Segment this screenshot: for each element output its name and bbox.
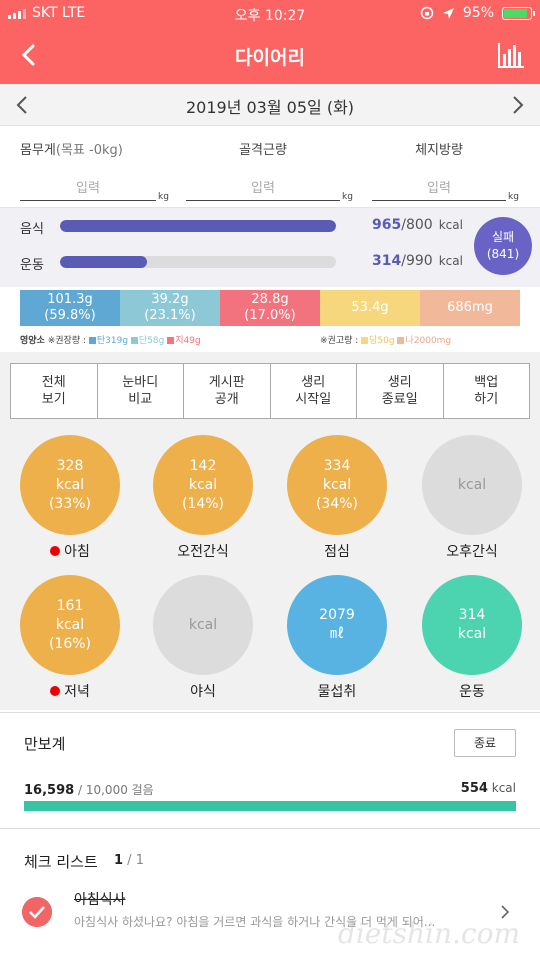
fat-input[interactable]: 입력 — [372, 177, 506, 201]
result-value: (841) — [486, 247, 520, 261]
lock-rotation-icon — [420, 6, 434, 20]
protein-segment: 39.2g (23.1%) — [120, 290, 220, 326]
view-all-button[interactable]: 전체 보기 — [11, 364, 98, 418]
step-goal: / 10,000 걸음 — [74, 783, 154, 797]
current-date[interactable]: 2019년 03월 05일 (화) — [185, 98, 355, 117]
meal-dinner[interactable]: 161 kcal (16%) 저녁 — [15, 575, 125, 701]
location-icon — [442, 7, 454, 19]
prev-day-icon[interactable] — [12, 94, 34, 116]
step-kcal: 554 — [460, 781, 488, 796]
clock: 오후 10:27 — [234, 8, 306, 24]
muscle-input[interactable]: 입력 — [186, 177, 340, 201]
sugar-segment: 53.4g — [320, 290, 420, 326]
food-progress — [60, 220, 336, 232]
back-arrow-icon[interactable] — [14, 40, 44, 70]
result-label: 실패 — [491, 230, 515, 244]
fat-field: 체지방량 입력 kg — [372, 139, 532, 202]
backup-button[interactable]: 백업 하기 — [474, 375, 499, 407]
pedometer-card: 만보계 종료 16,598 / 10,000 걸음 554 kcal — [0, 712, 540, 828]
meal-morning-snack[interactable]: 142 kcal (14%) 오전간식 — [148, 435, 258, 561]
nutrient-bar: 101.3g (59.8%) 39.2g (23.1%) 28.8g (17.0%) … — [20, 290, 520, 326]
nutrient-legend: 영양소 ※권장량 : 탄319g 단58g 지49g ※권고량 : 당50g 나… — [20, 336, 452, 346]
record-dot-icon — [50, 546, 61, 556]
next-day-icon[interactable] — [506, 94, 528, 116]
meal-late-snack[interactable]: kcal 야식 — [148, 575, 258, 701]
exercise-progress — [60, 256, 336, 268]
food-kcal: 965 — [372, 217, 402, 233]
sodium-segment: 686mg — [420, 290, 520, 326]
checklist-title: 체크 리스트 — [24, 853, 98, 871]
board-publish-button[interactable]: 게시판 공개 — [184, 364, 271, 418]
nav-bar: 다이어리 — [0, 28, 540, 84]
food-label: 음식 — [20, 222, 44, 237]
step-progress — [24, 801, 516, 811]
exercise-unit: kcal — [438, 254, 463, 268]
fat-unit: kg — [508, 192, 519, 202]
meal-afternoon-snack[interactable]: kcal 오후간식 — [417, 435, 527, 561]
checklist-item-desc: 아침식사 하셨나요? 아침을 거르면 과식을 하거나 간식을 더 먹게 되어..… — [74, 915, 436, 929]
weight-field: 몸무게(목표 -0kg) 입력 kg — [20, 139, 169, 202]
eyebody-compare-button[interactable]: 눈바디 비교 — [98, 364, 184, 418]
period-end-button[interactable]: 생리 종료일 — [357, 364, 444, 418]
weight-goal: (목표 -0kg) — [55, 143, 123, 158]
carb-segment: 101.3g (59.8%) — [20, 290, 120, 326]
date-bar: 2019년 03월 05일 (화) — [0, 84, 540, 126]
calorie-summary: 음식 965/800 kcal 운동 314/990 kcal 실패 (841) — [0, 207, 540, 287]
weight-label: 몸무게 — [20, 143, 56, 158]
exercise-goal: /990 — [401, 253, 433, 269]
battery-icon — [502, 6, 535, 20]
result-badge: 실패 (841) — [474, 217, 532, 275]
action-menu: 전체 보기 눈바디 비교 게시판 공개 생리 시작일 생리 종료일 백업 하기 — [10, 363, 530, 419]
signal-icon — [8, 9, 26, 19]
page-title: 다이어리 — [235, 47, 305, 69]
checklist-card: 체크 리스트 1 / 1 아침식사 아침식사 하셨나요? 아침을 거르면 과식을… — [0, 828, 540, 960]
food-goal: /800 — [401, 217, 433, 233]
status-bar: SKT LTE 오후 10:27 95% — [0, 0, 540, 28]
exercise-entry[interactable]: 314 kcal 운동 — [417, 575, 527, 701]
exercise-label: 운동 — [20, 258, 44, 273]
checkmark-icon[interactable] — [22, 897, 52, 927]
pedometer-title: 만보계 — [24, 735, 66, 753]
chevron-right-icon[interactable] — [498, 905, 512, 919]
meal-grid: 328 kcal (33%) 아침 142 kcal (14%) 오전간식 334 kca… — [0, 430, 540, 710]
water-intake[interactable]: 2079 ㎖ 물섭취 — [282, 575, 392, 701]
meal-breakfast[interactable]: 328 kcal (33%) 아침 — [15, 435, 125, 561]
weight-input[interactable]: 입력 — [20, 177, 156, 201]
meal-lunch[interactable]: 334 kcal (34%) 점심 — [282, 435, 392, 561]
checklist-item-title[interactable]: 아침식사 — [74, 892, 126, 908]
step-count: 16,598 — [24, 783, 75, 798]
record-dot-icon — [50, 686, 61, 696]
period-start-button[interactable]: 생리 시작일 — [271, 364, 357, 418]
muscle-field: 골격근량 입력 kg — [186, 139, 356, 202]
food-unit: kcal — [438, 218, 463, 232]
checklist-total: / 1 — [123, 853, 144, 868]
pedometer-stop-button[interactable]: 종료 — [454, 729, 516, 757]
weight-unit: kg — [158, 192, 169, 202]
muscle-label: 골격근량 — [239, 143, 287, 158]
muscle-unit: kg — [342, 192, 353, 202]
exercise-kcal: 314 — [372, 253, 402, 269]
bar-chart-icon[interactable] — [496, 40, 526, 70]
carrier-label: SKT LTE — [32, 5, 86, 21]
body-measurements: 몸무게(목표 -0kg) 입력 kg 골격근량 입력 kg 체지방량 입력 kg — [0, 127, 540, 207]
watermark-logo: dietshin.com — [337, 917, 520, 950]
battery-percent: 95% — [462, 5, 494, 21]
fat-label: 체지방량 — [415, 143, 463, 158]
fat-segment: 28.8g (17.0%) — [220, 290, 320, 326]
checklist-done: 1 — [114, 853, 124, 868]
